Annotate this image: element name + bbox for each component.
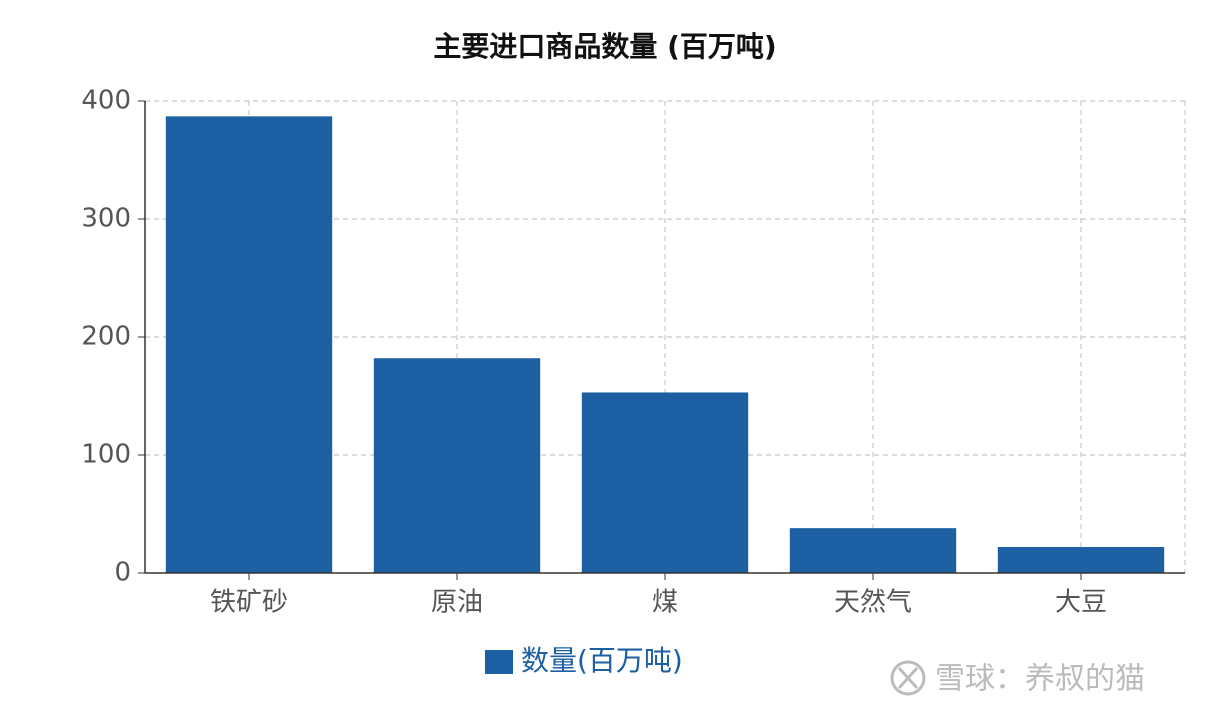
x-tick-label: 铁矿砂 bbox=[210, 588, 288, 618]
legend-label: 数量(百万吨) bbox=[521, 644, 683, 677]
bar bbox=[581, 392, 749, 573]
x-tick-label: 大豆 bbox=[1055, 588, 1107, 618]
chart-title: 主要进口商品数量 (百万吨) bbox=[433, 30, 776, 63]
bar bbox=[373, 358, 541, 573]
y-tick-label: 0 bbox=[114, 558, 131, 588]
legend-swatch bbox=[485, 650, 513, 674]
x-tick-label: 天然气 bbox=[834, 588, 912, 618]
x-tick-label: 原油 bbox=[431, 588, 483, 618]
y-tick-label: 200 bbox=[81, 322, 131, 352]
watermark-logo bbox=[890, 660, 926, 696]
bar bbox=[789, 528, 957, 573]
watermark: 雪球：养叔的猫 bbox=[935, 662, 1145, 697]
bar bbox=[165, 116, 333, 573]
y-tick-label: 100 bbox=[81, 440, 131, 470]
bar bbox=[997, 547, 1165, 573]
y-tick-label: 400 bbox=[81, 86, 131, 116]
x-tick-label: 煤 bbox=[652, 588, 678, 618]
y-tick-label: 300 bbox=[81, 204, 131, 234]
